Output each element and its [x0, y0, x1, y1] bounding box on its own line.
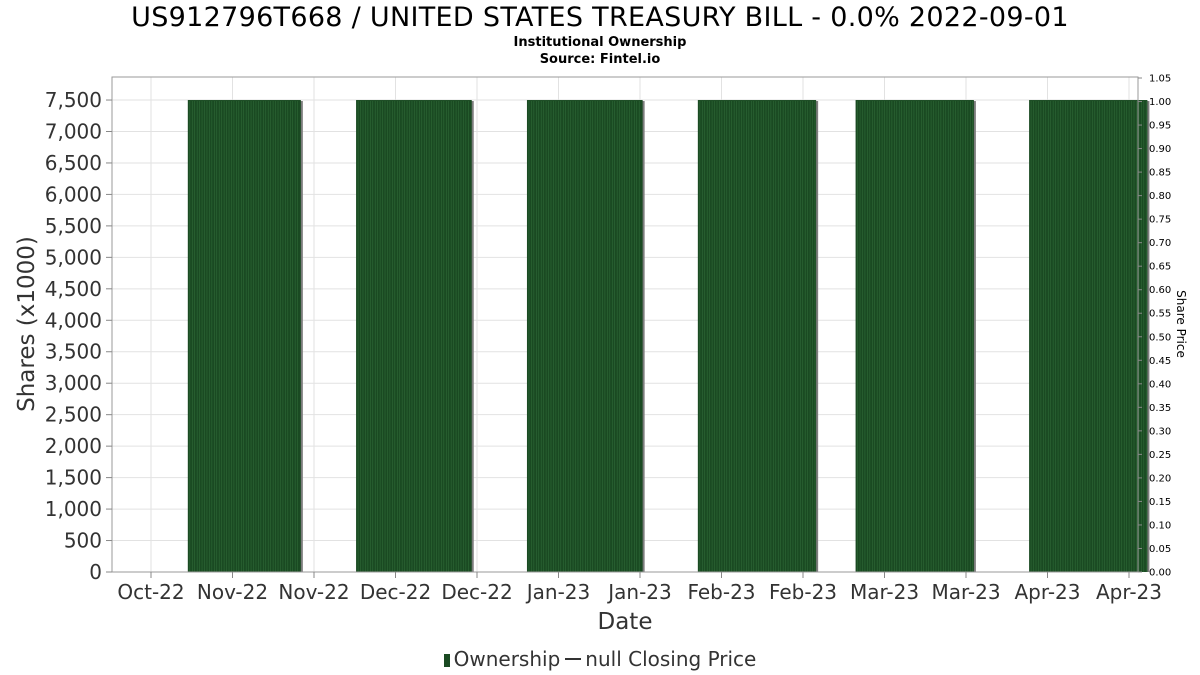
chart-area: 0 500 1,000 1,500 2,000 2,500 3,000 3,500 4,000 4… [14, 74, 1188, 636]
y2-tick-label: 1.00 [1149, 97, 1171, 108]
x-tick-label: Feb-23 [769, 580, 837, 604]
x-tick-label: Dec-22 [360, 580, 431, 604]
y2-tick-label: 0.85 [1149, 168, 1171, 179]
y2-tick-label: 0.80 [1149, 191, 1171, 202]
x-tick-label: Mar-23 [931, 580, 1000, 604]
y2-tick-label: 0.00 [1149, 568, 1171, 579]
y-tick-label: 1,500 [45, 466, 102, 490]
ownership-bar-stripes [857, 101, 974, 572]
ownership-bar-stripes [189, 101, 298, 572]
y2-axis-title: Share Price [1174, 290, 1188, 358]
y2-tick-label: 0.25 [1149, 450, 1171, 461]
y-tick-label: 5,500 [45, 214, 102, 238]
x-tick-label: Apr-23 [1015, 580, 1081, 604]
ownership-bar-2 [356, 100, 472, 572]
y2-tick-label: 0.75 [1149, 215, 1171, 226]
y-axis-right: 0.00 0.05 0.10 0.15 0.20 0.25 0.30 0.35 0.40 0.45… [1138, 74, 1171, 579]
y-tick-label: 6,000 [45, 182, 102, 206]
chart-source: Source: Fintel.io [539, 52, 661, 67]
y2-tick-label: 0.55 [1149, 309, 1171, 320]
x-tick-label: Jan-23 [525, 580, 591, 604]
ownership-bar-6 [1029, 100, 1148, 572]
y-tick-label: 3,000 [45, 371, 102, 395]
x-axis: Oct-22 Nov-22 Nov-22 Dec-22 Dec-22 Jan-23 Jan-… [117, 572, 1162, 604]
y-tick-label: 2,000 [45, 434, 102, 458]
x-tick-label: Oct-22 [117, 580, 184, 604]
ownership-bar-stripes [528, 101, 640, 572]
legend-price-swatch [565, 658, 582, 660]
y2-tick-label: 0.95 [1149, 121, 1171, 132]
legend-ownership-label: Ownership [453, 647, 561, 671]
y2-tick-label: 0.20 [1149, 473, 1171, 484]
y2-tick-label: 0.15 [1149, 497, 1171, 508]
y-tick-label: 5,000 [45, 245, 102, 269]
ownership-bar-3 [526, 100, 643, 572]
y-tick-label: 500 [64, 529, 102, 553]
y2-tick-label: 0.90 [1149, 144, 1171, 155]
y-tick-label: 6,500 [45, 151, 102, 175]
y2-tick-label: 0.65 [1149, 262, 1171, 273]
y2-tick-label: 0.70 [1149, 238, 1171, 249]
legend-ownership-swatch [443, 654, 450, 667]
ownership-bar-stripes [1030, 101, 1147, 572]
ownership-bar-5 [855, 100, 974, 572]
y2-tick-label: 0.60 [1149, 285, 1171, 296]
y-tick-label: 7,000 [45, 119, 102, 143]
legend-price-label: null Closing Price [585, 647, 757, 671]
x-tick-label: Jan-23 [606, 580, 672, 604]
y-tick-label: 4,500 [45, 277, 102, 301]
ownership-bar-stripes [357, 101, 469, 572]
y-tick-label: 1,000 [45, 497, 102, 521]
x-tick-label: Nov-22 [197, 580, 268, 604]
x-tick-label: Dec-22 [441, 580, 512, 604]
y2-tick-label: 0.10 [1149, 520, 1171, 531]
chart-subtitle: Institutional Ownership [513, 35, 687, 50]
y2-tick-label: 0.50 [1149, 332, 1171, 343]
y2-tick-label: 1.05 [1149, 74, 1171, 85]
ownership-bar-stripes [699, 101, 816, 572]
x-axis-title: Date [598, 609, 653, 635]
y-tick-label: 2,500 [45, 403, 102, 427]
chart-title: US912796T668 / UNITED STATES TREASURY BI… [131, 2, 1069, 33]
y-tick-label: 7,500 [45, 88, 102, 112]
x-tick-label: Feb-23 [687, 580, 755, 604]
y2-tick-label: 0.35 [1149, 403, 1171, 414]
y2-tick-label: 0.30 [1149, 426, 1171, 437]
x-tick-label: Mar-23 [850, 580, 919, 604]
legend: Ownership null Closing Price [0, 647, 1200, 671]
ownership-bar-1 [187, 100, 301, 572]
y-axis-title: Shares (x1000) [14, 236, 40, 412]
plot-frame [111, 76, 1139, 573]
y2-tick-label: 0.45 [1149, 356, 1171, 367]
y-tick-label: 0 [89, 560, 102, 584]
bar-layer [187, 100, 1150, 572]
y-tick-label: 3,500 [45, 340, 102, 364]
x-tick-label: Nov-22 [278, 580, 349, 604]
y-axis-left: 0 500 1,000 1,500 2,000 2,500 3,000 3,500 4,000 4… [45, 88, 112, 584]
y2-tick-label: 0.40 [1149, 379, 1171, 390]
x-tick-label: Apr-23 [1096, 580, 1162, 604]
ownership-bar-4 [697, 100, 817, 572]
y2-tick-label: 0.05 [1149, 544, 1171, 555]
y-tick-label: 4,000 [45, 308, 102, 332]
